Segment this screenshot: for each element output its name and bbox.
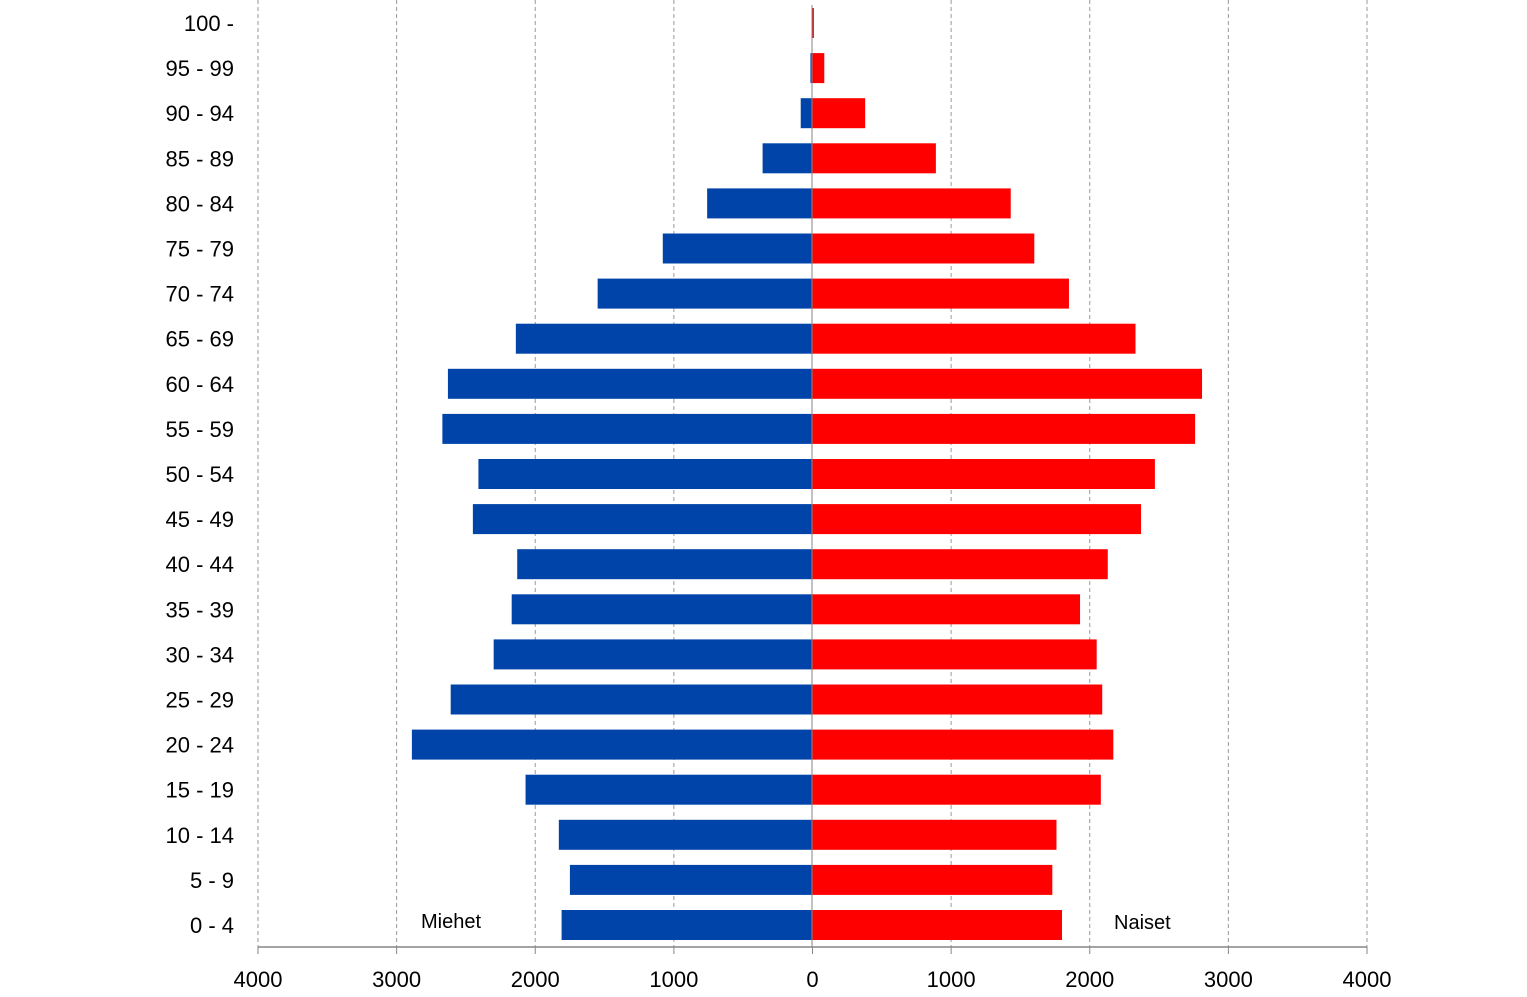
category-label: 80 - 84 (166, 191, 235, 216)
bar-naiset (812, 323, 1136, 354)
bar-naiset (812, 368, 1203, 399)
x-tick-label: 2000 (1065, 967, 1114, 992)
category-label: 40 - 44 (166, 552, 235, 577)
bar-naiset (812, 819, 1057, 850)
category-label: 25 - 29 (166, 688, 235, 713)
bar-miehet (515, 323, 812, 354)
bar-miehet (511, 594, 812, 625)
bar-naiset (812, 233, 1035, 264)
bars (411, 8, 1203, 940)
x-tick-label: 3000 (372, 967, 421, 992)
bar-miehet (517, 549, 812, 580)
bar-naiset (812, 459, 1155, 489)
bar-naiset (812, 98, 866, 129)
grid-lines (257, 0, 1368, 947)
bar-miehet (707, 188, 812, 219)
category-label: 5 - 9 (190, 868, 234, 893)
bar-miehet (561, 910, 812, 940)
category-label: 65 - 69 (166, 327, 235, 352)
x-axis: 4000 3000 2000 1000 0 1000 2000 3000 4000 (234, 5, 1392, 992)
bar-naiset (812, 774, 1101, 805)
bar-naiset (812, 143, 936, 174)
bar-miehet (442, 413, 812, 444)
bar-naiset (812, 729, 1114, 760)
series-label-naiset: Naiset (1114, 912, 1171, 934)
bar-naiset (812, 639, 1097, 670)
bar-naiset (812, 188, 1011, 219)
category-label: 100 - (184, 11, 234, 36)
category-label: 60 - 64 (166, 372, 235, 397)
bar-naiset (812, 413, 1196, 444)
category-label: 15 - 19 (166, 778, 235, 803)
bar-miehet (762, 143, 812, 174)
series-label-miehet: Miehet (421, 911, 481, 933)
category-label: 45 - 49 (166, 507, 235, 532)
x-tick-label: 1000 (927, 967, 976, 992)
bar-miehet (478, 459, 812, 489)
x-tick-label: 4000 (1343, 967, 1392, 992)
bar-miehet (411, 729, 812, 760)
bar-miehet (662, 233, 812, 264)
category-label: 35 - 39 (166, 597, 235, 622)
bar-naiset (812, 864, 1053, 895)
bar-miehet (447, 368, 812, 399)
bar-miehet (493, 639, 812, 670)
category-label: 95 - 99 (166, 56, 235, 81)
bar-miehet (472, 504, 812, 535)
bar-miehet (800, 98, 812, 129)
bar-miehet (450, 684, 812, 715)
category-label: 90 - 94 (166, 101, 235, 126)
bar-miehet (558, 819, 812, 850)
bar-naiset (812, 278, 1069, 309)
category-labels: 100 - 95 - 99 90 - 94 85 - 89 80 - 84 75 - 79… (166, 11, 235, 938)
category-label: 30 - 34 (166, 642, 235, 667)
bar-naiset (812, 549, 1108, 580)
category-label: 10 - 14 (166, 823, 235, 848)
bar-miehet (597, 278, 812, 309)
bar-naiset (812, 504, 1142, 535)
bar-miehet (525, 774, 812, 805)
category-label: 20 - 24 (166, 733, 235, 758)
category-label: 55 - 59 (166, 417, 235, 442)
x-tick-label: 4000 (234, 967, 283, 992)
x-tick-label: 1000 (649, 967, 698, 992)
bar-miehet (569, 864, 812, 895)
bar-naiset (812, 8, 814, 38)
category-label: 75 - 79 (166, 237, 235, 262)
bar-miehet (810, 53, 812, 84)
bar-naiset (812, 910, 1063, 940)
bar-naiset (812, 53, 825, 84)
category-label: 50 - 54 (166, 462, 235, 487)
category-label: 85 - 89 (166, 146, 235, 171)
bar-naiset (812, 594, 1081, 625)
x-tick-label: 3000 (1204, 967, 1253, 992)
bar-naiset (812, 684, 1103, 715)
x-tick-label: 0 (806, 967, 818, 992)
category-label: 70 - 74 (166, 282, 235, 307)
x-tick-label: 2000 (511, 967, 560, 992)
category-label: 0 - 4 (190, 913, 234, 938)
